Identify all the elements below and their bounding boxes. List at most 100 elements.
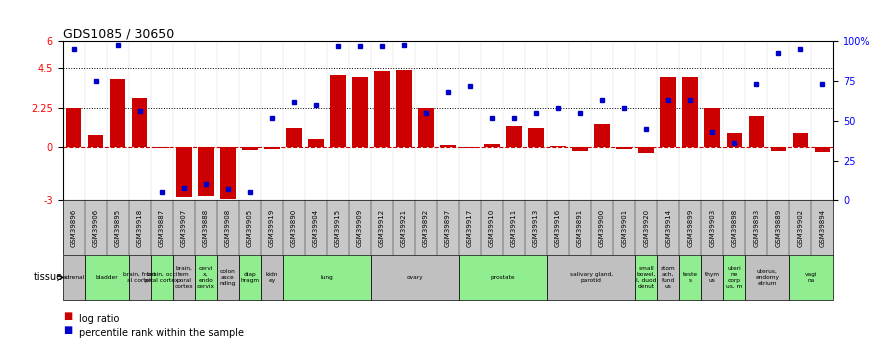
Text: GSM39892: GSM39892 xyxy=(423,208,429,247)
Text: GSM39896: GSM39896 xyxy=(71,208,77,247)
Bar xyxy=(375,71,390,147)
Text: GSM39888: GSM39888 xyxy=(202,208,209,247)
Text: GSM39891: GSM39891 xyxy=(577,208,583,247)
Bar xyxy=(771,147,786,151)
Bar xyxy=(594,124,610,147)
Text: GSM39921: GSM39921 xyxy=(401,208,407,247)
Bar xyxy=(573,147,588,151)
Text: GSM39901: GSM39901 xyxy=(621,208,627,247)
Text: GSM39912: GSM39912 xyxy=(379,208,385,247)
Bar xyxy=(396,70,411,147)
Text: diap
hragm: diap hragm xyxy=(240,272,260,283)
Bar xyxy=(748,116,764,147)
Bar xyxy=(371,255,459,300)
Text: GDS1085 / 30650: GDS1085 / 30650 xyxy=(63,27,174,40)
Text: ■: ■ xyxy=(63,325,72,335)
Bar xyxy=(217,255,239,300)
Text: GSM39914: GSM39914 xyxy=(665,208,671,247)
Text: GSM39904: GSM39904 xyxy=(313,208,319,247)
Bar xyxy=(110,79,125,147)
Text: prostate: prostate xyxy=(491,275,515,280)
Text: GSM39916: GSM39916 xyxy=(556,208,561,247)
Bar xyxy=(550,146,565,147)
Text: adrenal: adrenal xyxy=(63,275,85,280)
Bar xyxy=(660,77,676,147)
Bar xyxy=(440,145,456,147)
Text: GSM39918: GSM39918 xyxy=(137,208,142,247)
Bar xyxy=(85,255,129,300)
Bar xyxy=(129,255,151,300)
Bar xyxy=(704,108,719,147)
Bar xyxy=(239,255,261,300)
Bar xyxy=(286,128,302,147)
Bar xyxy=(177,147,192,197)
Text: GSM39910: GSM39910 xyxy=(489,208,495,247)
Text: GSM39894: GSM39894 xyxy=(819,208,825,247)
Bar xyxy=(88,135,103,147)
Text: GSM39902: GSM39902 xyxy=(797,208,803,247)
Bar xyxy=(194,255,217,300)
Text: GSM39895: GSM39895 xyxy=(115,208,121,247)
Text: salivary gland,
parotid: salivary gland, parotid xyxy=(570,272,613,283)
Text: GSM39913: GSM39913 xyxy=(533,208,539,247)
Text: GSM39919: GSM39919 xyxy=(269,208,275,247)
Text: GSM39906: GSM39906 xyxy=(93,208,99,247)
Bar xyxy=(308,139,323,147)
Text: GSM39890: GSM39890 xyxy=(291,208,297,247)
Text: GSM39917: GSM39917 xyxy=(467,208,473,247)
Text: GSM39911: GSM39911 xyxy=(511,208,517,247)
Bar xyxy=(63,255,85,300)
Bar xyxy=(66,108,82,147)
Bar xyxy=(485,144,500,147)
Text: GSM39898: GSM39898 xyxy=(731,208,737,247)
Text: stom
ach,
fund
us: stom ach, fund us xyxy=(660,266,676,289)
Text: tissue: tissue xyxy=(33,273,63,283)
Text: colon
asce
nding: colon asce nding xyxy=(220,269,236,286)
Bar xyxy=(745,255,789,300)
Text: GSM39920: GSM39920 xyxy=(643,208,649,247)
Text: GSM39903: GSM39903 xyxy=(710,208,715,247)
Text: teste
s: teste s xyxy=(683,272,698,283)
Bar xyxy=(657,255,679,300)
Text: GSM39908: GSM39908 xyxy=(225,208,231,247)
Text: brain,
tem
poral
cortex: brain, tem poral cortex xyxy=(175,266,194,289)
Text: GSM39893: GSM39893 xyxy=(754,208,759,247)
Text: brain, front
al cortex: brain, front al cortex xyxy=(124,272,156,283)
Bar xyxy=(242,147,257,150)
Bar xyxy=(529,128,544,147)
Bar xyxy=(220,147,236,198)
Bar xyxy=(132,98,148,147)
Text: GSM39909: GSM39909 xyxy=(357,208,363,247)
Bar xyxy=(727,133,742,147)
Bar xyxy=(283,255,371,300)
Bar xyxy=(793,133,808,147)
Bar xyxy=(723,255,745,300)
Text: ovary: ovary xyxy=(407,275,423,280)
Bar xyxy=(506,126,521,147)
Bar xyxy=(154,147,169,148)
Bar xyxy=(462,147,478,148)
Text: vagi
na: vagi na xyxy=(805,272,817,283)
Text: GSM39897: GSM39897 xyxy=(445,208,451,247)
Bar xyxy=(264,147,280,149)
Bar xyxy=(352,77,367,147)
Bar xyxy=(459,255,547,300)
Text: GSM39887: GSM39887 xyxy=(159,208,165,247)
Text: uteri
ne
corp
us, m: uteri ne corp us, m xyxy=(726,266,743,289)
Bar xyxy=(683,77,698,147)
Text: GSM39907: GSM39907 xyxy=(181,208,186,247)
Bar xyxy=(418,108,434,147)
Text: bladder: bladder xyxy=(96,275,118,280)
Text: brain, occi
pital cortex: brain, occi pital cortex xyxy=(145,272,178,283)
Text: log ratio: log ratio xyxy=(79,314,119,324)
Text: GSM39889: GSM39889 xyxy=(775,208,781,247)
Bar xyxy=(679,255,702,300)
Bar xyxy=(547,255,635,300)
Text: lung: lung xyxy=(321,275,333,280)
Bar xyxy=(639,147,654,152)
Text: ■: ■ xyxy=(63,311,72,321)
Text: cervi
x,
endo
cervix: cervi x, endo cervix xyxy=(197,266,215,289)
Bar xyxy=(198,147,213,196)
Bar xyxy=(173,255,194,300)
Text: thym
us: thym us xyxy=(704,272,719,283)
